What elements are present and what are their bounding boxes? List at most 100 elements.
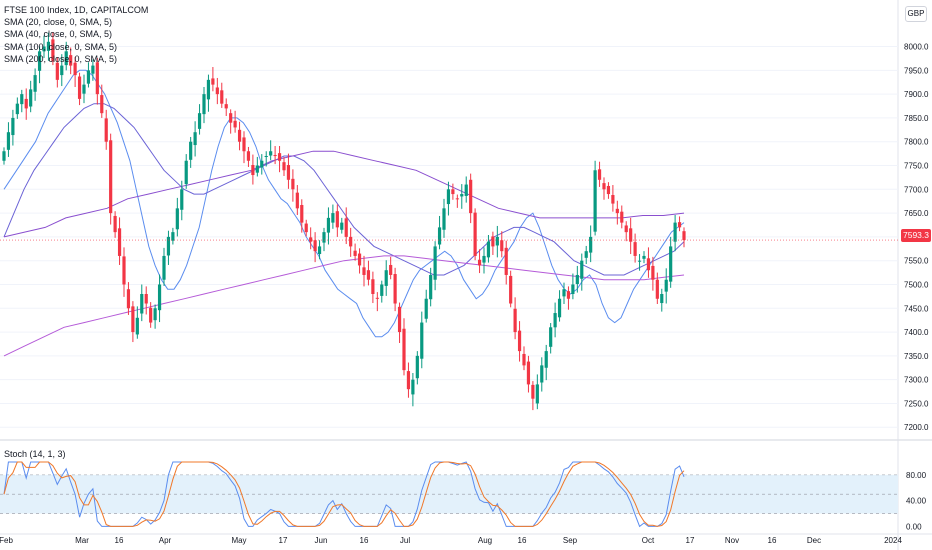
time-tick-label: Oct	[642, 536, 655, 545]
candle-body	[117, 228, 122, 256]
candle-body	[166, 236, 171, 256]
candle-body	[202, 94, 206, 115]
candle-body	[60, 65, 64, 76]
candle-body	[260, 160, 264, 168]
candle-body	[277, 153, 282, 161]
candle-body	[509, 275, 513, 304]
candle-body	[33, 75, 37, 92]
candle-body	[402, 328, 406, 371]
candle-body	[500, 240, 504, 252]
candle-body	[95, 62, 99, 95]
sma100-legend[interactable]: SMA (100, close, 0, SMA, 5)	[4, 41, 118, 52]
candle-body	[495, 236, 499, 246]
candle-body	[135, 317, 139, 335]
price-axis[interactable]: 8000.0 7950.0 7900.0 7850.0 7800.0 7750.0 7700…	[904, 43, 929, 532]
chart-title: FTSE 100 Index, 1D, CAPITALCOM	[4, 5, 149, 15]
candle-body	[611, 195, 615, 204]
candle-body	[229, 113, 233, 123]
candle-body	[2, 151, 6, 161]
candle-body	[335, 211, 339, 228]
candle-body	[273, 155, 277, 157]
candle-body	[451, 189, 455, 195]
price-tick-label: 7750.0	[904, 162, 929, 171]
candle-body	[380, 284, 384, 296]
candle-body	[477, 259, 482, 266]
candle-body	[446, 189, 451, 205]
stoch-tick-label: 0.00	[906, 522, 922, 531]
candle-body	[109, 140, 113, 214]
time-tick-label: 2024	[884, 536, 902, 545]
time-tick-label: Jul	[400, 536, 410, 545]
currency-button[interactable]: GBP	[905, 6, 927, 22]
candle-body	[504, 247, 508, 275]
candle-body	[300, 205, 304, 223]
sma20-legend[interactable]: SMA (20, close, 0, SMA, 5)	[4, 17, 113, 28]
candle-body	[55, 62, 59, 80]
candle-body	[615, 208, 619, 214]
candle-body	[304, 223, 308, 233]
time-tick-label: Sep	[563, 536, 578, 545]
candle-body	[575, 274, 579, 285]
time-tick-label: 17	[279, 536, 288, 545]
sma200-legend[interactable]: SMA (200, close, 0, SMA, 5)	[4, 53, 118, 64]
candle-body	[486, 241, 491, 258]
candle-body	[197, 113, 202, 129]
candle-body	[460, 194, 464, 197]
price-tick-label: 7650.0	[904, 209, 929, 218]
candle-body	[344, 218, 348, 237]
candle-body	[322, 232, 326, 243]
sma-line-1	[3, 103, 685, 276]
sma-line-3	[3, 255, 685, 357]
candle-body	[317, 246, 322, 255]
candle-body	[593, 170, 597, 232]
candle-body	[220, 90, 224, 104]
candle-body	[242, 137, 246, 152]
candle-body	[526, 361, 531, 385]
candle-body	[557, 298, 562, 318]
candles	[0, 32, 898, 411]
time-tick-label: Dec	[807, 536, 821, 545]
stochastic-panel	[0, 461, 898, 528]
price-tick-label: 7300.0	[904, 376, 929, 385]
sma40-legend[interactable]: SMA (40, close, 0, SMA, 5)	[4, 29, 113, 40]
candle-body	[175, 208, 179, 230]
candle-body	[73, 62, 77, 76]
candle-body	[64, 51, 68, 66]
candle-body	[184, 160, 188, 185]
price-tick-label: 7800.0	[904, 138, 929, 147]
time-tick-label: May	[231, 536, 246, 545]
candle-body	[464, 184, 468, 196]
stoch-tick-label: 80.00	[906, 471, 927, 480]
price-tick-label: 7350.0	[904, 352, 929, 361]
candle-body	[677, 222, 682, 228]
candle-body	[415, 355, 419, 379]
candle-body	[437, 227, 442, 245]
candle-body	[180, 189, 184, 210]
candle-body	[420, 322, 424, 359]
candle-body	[371, 279, 375, 294]
sma-lines	[3, 69, 685, 357]
candle-body	[153, 308, 157, 321]
candle-body	[326, 217, 331, 233]
stoch-legend[interactable]: Stoch (14, 1, 3)	[4, 449, 66, 459]
price-tick-label: 7700.0	[904, 185, 929, 194]
candle-body	[433, 246, 437, 280]
candle-body	[682, 231, 686, 241]
candle-body	[531, 384, 535, 399]
candle-body	[397, 306, 402, 333]
candle-body	[140, 294, 144, 314]
price-tick-label: 7850.0	[904, 114, 929, 123]
time-axis[interactable]: Feb Mar 16 Apr May 17 Jun 16 Jul Aug 16 Sep Oct 17 Nov…	[0, 533, 932, 545]
time-tick-label: Jun	[315, 536, 328, 545]
candle-body	[571, 284, 575, 294]
candle-body	[566, 291, 571, 299]
candle-body	[113, 215, 117, 233]
candle-body	[100, 95, 104, 114]
candle-body	[233, 120, 237, 128]
candle-body	[237, 129, 242, 142]
candle-body	[517, 330, 522, 352]
candle-body	[664, 279, 668, 292]
